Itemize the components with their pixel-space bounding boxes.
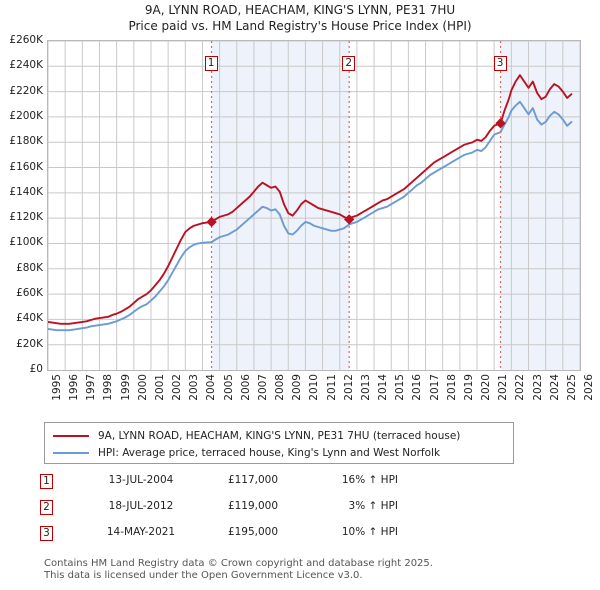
x-axis-tick: 2003: [188, 374, 201, 401]
x-axis-tick: 2007: [256, 374, 269, 401]
x-axis-tick: 2008: [274, 374, 287, 401]
x-axis-tick: 2012: [342, 374, 355, 401]
x-axis-tick: 2013: [359, 374, 372, 401]
title-line-1: 9A, LYNN ROAD, HEACHAM, KING'S LYNN, PE3…: [144, 3, 456, 17]
title-line-2: Price paid vs. HM Land Registry's House …: [128, 19, 472, 33]
x-axis-tick: 1996: [68, 374, 81, 401]
x-axis-tick: 2006: [239, 374, 252, 401]
legend-label-price-paid: 9A, LYNN ROAD, HEACHAM, KING'S LYNN, PE3…: [98, 429, 461, 442]
y-axis-tick: £20K: [16, 337, 43, 350]
chart-marker-1[interactable]: 1: [204, 56, 218, 71]
legend-item-hpi: HPI: Average price, terraced house, King…: [53, 444, 505, 461]
y-axis-tick: £80K: [16, 261, 43, 274]
transaction-date: 18-JUL-2012: [108, 500, 174, 512]
legend-swatch-price-paid: [53, 434, 89, 437]
x-axis-tick: 2016: [411, 374, 424, 401]
transaction-price: £195,000: [227, 526, 279, 538]
x-axis-tick: 1999: [119, 374, 132, 401]
x-axis-tick: 2002: [171, 374, 184, 401]
x-axis-tick: 1998: [102, 374, 115, 401]
y-axis-tick: £100K: [9, 236, 43, 249]
y-axis-tick: £140K: [9, 185, 43, 198]
transaction-marker-1[interactable]: 1: [40, 474, 53, 489]
x-axis-tick: 2025: [565, 374, 578, 401]
y-axis-tick: £220K: [9, 84, 43, 97]
y-axis-labels: £0 £20K £40K £60K £80K £100K £120K £140K £160K £1…: [0, 34, 600, 376]
page-title: 9A, LYNN ROAD, HEACHAM, KING'S LYNN, PE3…: [0, 2, 600, 34]
x-axis-tick: 2026: [583, 374, 595, 401]
chart-plot[interactable]: [47, 40, 581, 371]
y-axis-tick: £180K: [9, 135, 43, 148]
transaction-date: 13-JUL-2004: [108, 474, 174, 486]
x-axis-tick: 2022: [514, 374, 527, 401]
chart-marker-3[interactable]: 3: [493, 56, 507, 71]
transaction-price: £117,000: [227, 474, 279, 486]
legend-swatch-hpi: [53, 451, 89, 454]
y-axis-tick: £0: [29, 363, 43, 375]
legend-item-price-paid: 9A, LYNN ROAD, HEACHAM, KING'S LYNN, PE3…: [53, 427, 505, 444]
x-axis-tick: 2018: [445, 374, 458, 401]
transactions-table: 1 13-JUL-2004 £117,000 16% ↑ HPI 2 18-JU…: [40, 474, 460, 552]
chart-marker-2[interactable]: 2: [342, 56, 356, 71]
footer-attribution: Contains HM Land Registry data © Crown c…: [44, 558, 564, 582]
x-axis-tick: 2005: [222, 374, 235, 401]
x-axis-tick: 2024: [548, 374, 561, 401]
x-axis-tick: 2014: [377, 374, 390, 401]
x-axis-tick: 2001: [153, 374, 166, 401]
transaction-hpi-change: 3% ↑ HPI: [348, 500, 398, 512]
table-row[interactable]: 2 18-JUL-2012 £119,000 3% ↑ HPI: [40, 500, 460, 526]
y-axis-tick: £60K: [16, 287, 43, 300]
y-axis-tick: £200K: [9, 109, 43, 122]
y-axis-tick: £120K: [9, 211, 43, 224]
table-row[interactable]: 3 14-MAY-2021 £195,000 10% ↑ HPI: [40, 526, 460, 552]
transaction-hpi-change: 10% ↑ HPI: [341, 526, 398, 538]
table-row[interactable]: 1 13-JUL-2004 £117,000 16% ↑ HPI: [40, 474, 460, 500]
x-axis-tick: 2011: [325, 374, 338, 401]
x-axis-tick: 2017: [428, 374, 441, 401]
y-axis-tick: £40K: [16, 312, 43, 325]
x-axis-tick: 2015: [394, 374, 407, 401]
x-axis-labels: 1995 1996 1997 1998 1999 2000 2001 2002 2003 2004…: [0, 374, 600, 420]
footer-line-1: Contains HM Land Registry data © Crown c…: [44, 558, 433, 569]
transaction-price: £119,000: [227, 500, 279, 512]
x-axis-tick: 2020: [480, 374, 493, 401]
y-axis-tick: £240K: [9, 59, 43, 72]
x-axis-tick: 2004: [205, 374, 218, 401]
x-axis-tick: 2023: [531, 374, 544, 401]
x-axis-tick: 2019: [462, 374, 475, 401]
transaction-hpi-change: 16% ↑ HPI: [341, 474, 398, 486]
transaction-date: 14-MAY-2021: [106, 526, 176, 538]
x-axis-tick: 1997: [85, 374, 98, 401]
x-axis-tick: 2010: [308, 374, 321, 401]
plot-area-wrapper: 1 2 3: [0, 36, 600, 376]
transaction-marker-3[interactable]: 3: [40, 526, 53, 541]
y-axis-tick: £160K: [9, 160, 43, 173]
x-axis-tick: 2021: [497, 374, 510, 401]
legend-label-hpi: HPI: Average price, terraced house, King…: [98, 446, 441, 459]
y-axis-tick: £260K: [9, 34, 43, 46]
x-axis-tick: 2009: [291, 374, 304, 401]
footer-line-2: This data is licensed under the Open Gov…: [44, 570, 363, 581]
x-axis-tick: 1995: [51, 374, 63, 401]
chart-legend: 9A, LYNN ROAD, HEACHAM, KING'S LYNN, PE3…: [44, 422, 514, 464]
x-axis-tick: 2000: [136, 374, 149, 401]
transaction-marker-2[interactable]: 2: [40, 500, 53, 515]
